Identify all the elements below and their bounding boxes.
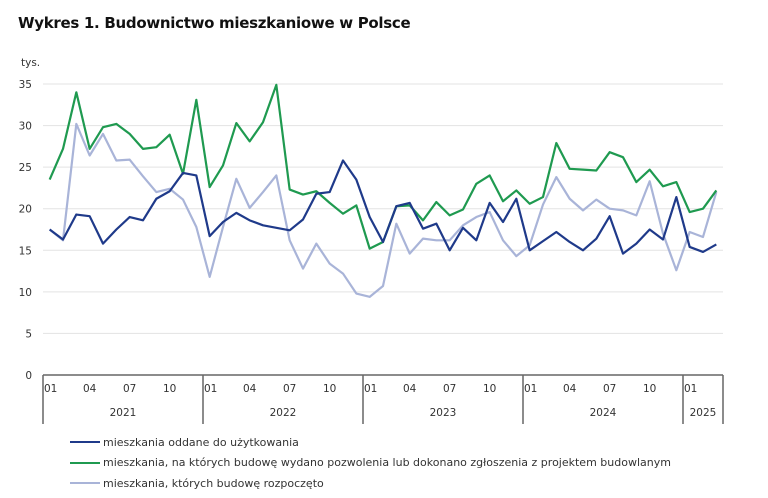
y-tick-label: 10 [19,287,32,299]
x-axis: 2021 2022 2023 2024 2025 01 04 07 10 01 04 07 10 01 04… [42,374,724,424]
x-tick-label: 07 [443,383,456,395]
x-tick-label: 10 [323,383,336,395]
y-tick-label: 20 [19,204,32,216]
legend-swatch [70,441,100,444]
legend-label: mieszkania, których budowę rozpoczęto [103,476,324,490]
legend-swatch [70,482,100,485]
legend-swatch [70,461,100,464]
x-tick-label: 01 [44,383,57,395]
x-tick-label: 01 [204,383,217,395]
y-tick-label: 0 [25,370,32,382]
x-tick-label: 10 [483,383,496,395]
x-tick-label: 01 [364,383,377,395]
y-tick-label: 5 [25,328,32,340]
year-label: 2022 [270,407,297,419]
x-tick-label: 10 [643,383,656,395]
chart-title: Wykres 1. Budownictwo mieszkaniowe w Pol… [18,14,411,32]
legend-item: mieszkania, których budowę rozpoczęto [70,473,671,494]
legend-label: mieszkania oddane do użytkowania [103,435,299,449]
year-label: 2024 [590,407,617,419]
series-line-0 [49,159,717,255]
y-axis-ticks: 0 5 10 15 20 25 30 35 [19,79,32,382]
x-tick-label: 07 [283,383,296,395]
x-tick-label: 04 [83,383,97,395]
x-tick-label: 04 [563,383,577,395]
year-label: 2023 [430,407,457,419]
y-tick-label: 35 [19,79,32,91]
year-label: 2021 [110,407,137,419]
legend-item: mieszkania oddane do użytkowania [70,432,671,453]
y-axis-unit-label: tys. [21,57,40,69]
x-tick-label: 10 [163,383,176,395]
x-tick-label: 07 [123,383,136,395]
y-tick-label: 30 [19,121,32,133]
x-tick-label: 01 [684,383,697,395]
x-tick-label: 07 [603,383,616,395]
legend-label: mieszkania, na których budowę wydano poz… [103,456,671,470]
y-tick-label: 25 [19,162,32,174]
gridlines [43,83,723,334]
y-tick-label: 15 [19,245,32,257]
series-lines [48,83,718,298]
x-tick-label: 04 [243,383,257,395]
legend-item: mieszkania, na których budowę wydano poz… [70,453,671,474]
year-label: 2025 [690,407,717,419]
x-tick-label: 01 [524,383,537,395]
x-tick-label: 04 [403,383,417,395]
legend: mieszkania oddane do użytkowania mieszkan… [70,432,671,494]
